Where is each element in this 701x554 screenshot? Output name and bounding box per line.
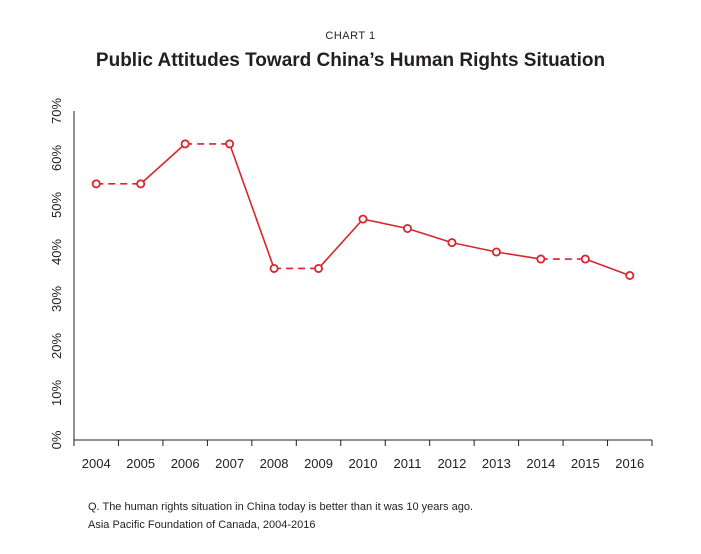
- series-segment: [228, 143, 275, 269]
- x-tick-label: 2012: [437, 456, 466, 471]
- series-segment: [585, 258, 631, 277]
- x-tick-label: 2008: [260, 456, 289, 471]
- y-tick-label: 20%: [49, 333, 64, 359]
- data-point: [625, 270, 635, 280]
- data-point: [580, 254, 590, 264]
- series-segment: [362, 218, 408, 230]
- y-tick-label: 60%: [49, 145, 64, 171]
- y-axis-ticks: 0% 10% 20% 30% 40% 50% 60% 70%: [49, 98, 64, 450]
- y-tick-label: 40%: [49, 239, 64, 265]
- data-point: [225, 139, 235, 149]
- series-segment: [407, 227, 453, 244]
- series-segment: [140, 143, 186, 185]
- x-tick-label: 2006: [171, 456, 200, 471]
- x-tick-label: 2009: [304, 456, 333, 471]
- x-tick-label: 2013: [482, 456, 511, 471]
- x-tick-label: 2016: [615, 456, 644, 471]
- x-tick-label: 2004: [82, 456, 111, 471]
- data-point: [402, 223, 412, 233]
- x-tick-label: 2005: [126, 456, 155, 471]
- series-segment: [496, 251, 541, 260]
- data-point: [136, 179, 146, 189]
- data-point: [180, 139, 190, 149]
- y-tick-label: 30%: [49, 286, 64, 312]
- x-tick-label: 2015: [571, 456, 600, 471]
- data-point: [91, 179, 101, 189]
- series-segment: [451, 241, 497, 253]
- y-tick-label: 10%: [49, 380, 64, 406]
- series-points: [91, 139, 635, 280]
- series-segment: [317, 218, 364, 269]
- data-point: [269, 263, 279, 273]
- x-tick-label: 2007: [215, 456, 244, 471]
- y-tick-label: 50%: [49, 192, 64, 218]
- x-tick-label: 2010: [349, 456, 378, 471]
- chart-label: CHART 1: [325, 30, 376, 42]
- chart-title: Public Attitudes Toward China’s Human Ri…: [95, 50, 606, 71]
- data-point: [491, 247, 501, 257]
- data-point: [314, 263, 324, 273]
- data-point: [358, 214, 368, 224]
- x-tick-label: 2014: [526, 456, 555, 471]
- y-tick-label: 70%: [49, 98, 64, 124]
- data-point: [536, 254, 546, 264]
- x-axis-ticks: 2004 2005 2006 2007 2008 2009 2010 2011 2012 2013…: [73, 440, 653, 471]
- data-point: [447, 238, 457, 248]
- chart-axes: [73, 111, 652, 441]
- footnote-question: Q. The human rights situation in China t…: [88, 501, 474, 513]
- y-tick-label: 0%: [49, 430, 64, 449]
- series-line: [96, 143, 631, 277]
- footnote-source: Asia Pacific Foundation of Canada, 2004-…: [88, 519, 316, 531]
- x-tick-label: 2011: [393, 456, 421, 471]
